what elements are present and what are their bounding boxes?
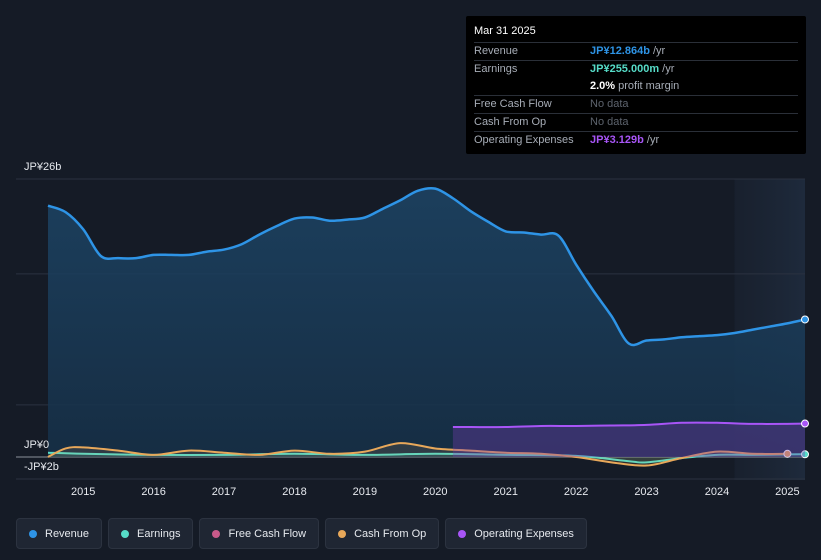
x-tick-label: 2024 — [705, 486, 729, 498]
y-tick-label: JP¥0 — [24, 439, 49, 451]
tooltip-row-label: Free Cash Flow — [474, 98, 552, 110]
x-tick-label: 2020 — [423, 486, 447, 498]
x-tick-label: 2023 — [634, 486, 658, 498]
legend-label: Free Cash Flow — [228, 527, 307, 540]
tooltip-date: Mar 31 2025 — [474, 25, 536, 37]
earnings-line — [47, 451, 806, 464]
tooltip-row-value: JP¥3.129b /yr — [590, 134, 660, 146]
tooltip-row-value: No data — [590, 98, 629, 110]
tooltip-row: Earnings JP¥255.000m /yr — [474, 60, 798, 78]
tooltip-row-value: No data — [590, 116, 629, 128]
legend-dot-icon — [212, 529, 221, 538]
earnings-end-point — [801, 450, 809, 459]
cash-from-op-end-point — [783, 449, 792, 458]
x-tick-label: 2015 — [71, 486, 95, 498]
legend: Revenue Earnings Free Cash Flow Cash From O… — [16, 518, 587, 549]
cash-from-op-area — [48, 443, 788, 466]
legend-item-operating-expenses[interactable]: Operating Expenses — [445, 518, 587, 549]
tooltip-row: 2.0% profit margin — [474, 78, 798, 95]
operating-expenses-area — [452, 422, 805, 457]
legend-label: Cash From Op — [354, 527, 427, 540]
revenue-area — [48, 188, 805, 457]
legend-label: Operating Expenses — [474, 527, 574, 540]
tooltip-row: Revenue JP¥12.864b /yr — [474, 42, 798, 60]
legend-dot-icon — [338, 529, 347, 538]
cash-from-op-line — [47, 442, 788, 467]
tooltip-rows: Revenue JP¥12.864b /yr Earnings JP¥255.000m… — [474, 42, 798, 149]
legend-item-free-cash-flow[interactable]: Free Cash Flow — [199, 518, 320, 549]
tooltip-row: Cash From Op No data — [474, 113, 798, 131]
x-tick-label: 2018 — [282, 486, 306, 498]
tooltip-row-label: Operating Expenses — [474, 134, 574, 146]
legend-dot-icon — [29, 529, 37, 538]
operating-expenses-end-point — [801, 419, 809, 428]
tooltip-row-label — [474, 78, 590, 95]
tooltip-row-value: 2.0% profit margin — [590, 80, 680, 92]
legend-label: Revenue — [45, 527, 90, 540]
tooltip-row: Operating Expenses JP¥3.129b /yr — [474, 131, 798, 149]
legend-item-earnings[interactable]: Earnings — [108, 518, 194, 549]
revenue-end-point — [801, 315, 809, 324]
x-tick-label: 2016 — [141, 486, 165, 498]
legend-item-cash-from-op[interactable]: Cash From Op — [325, 518, 440, 549]
y-tick-label: -JP¥2b — [24, 461, 59, 473]
revenue-line — [47, 186, 806, 347]
y-tick-label: JP¥26b — [24, 161, 61, 173]
x-tick-label: 2019 — [353, 486, 377, 498]
tooltip-row-label: Revenue — [474, 45, 519, 57]
legend-label: Earnings — [137, 527, 181, 540]
legend-dot-icon — [121, 529, 130, 538]
tooltip-row: Free Cash Flow No data — [474, 95, 798, 113]
x-tick-label: 2022 — [564, 486, 588, 498]
legend-dot-icon — [458, 529, 467, 538]
x-tick-label: 2021 — [493, 486, 517, 498]
tooltip-row-label: Earnings — [474, 63, 518, 75]
tooltip-panel: Mar 31 2025 Revenue JP¥12.864b /yr Earning… — [466, 16, 806, 154]
operating-expenses-line — [452, 421, 806, 429]
x-tick-label: 2025 — [775, 486, 799, 498]
tooltip-row-value: JP¥255.000m /yr — [590, 63, 675, 75]
tooltip-row-label: Cash From Op — [474, 116, 547, 128]
x-tick-label: 2017 — [212, 486, 236, 498]
tooltip-row-value: JP¥12.864b /yr — [590, 45, 666, 57]
legend-item-revenue[interactable]: Revenue — [16, 518, 103, 549]
